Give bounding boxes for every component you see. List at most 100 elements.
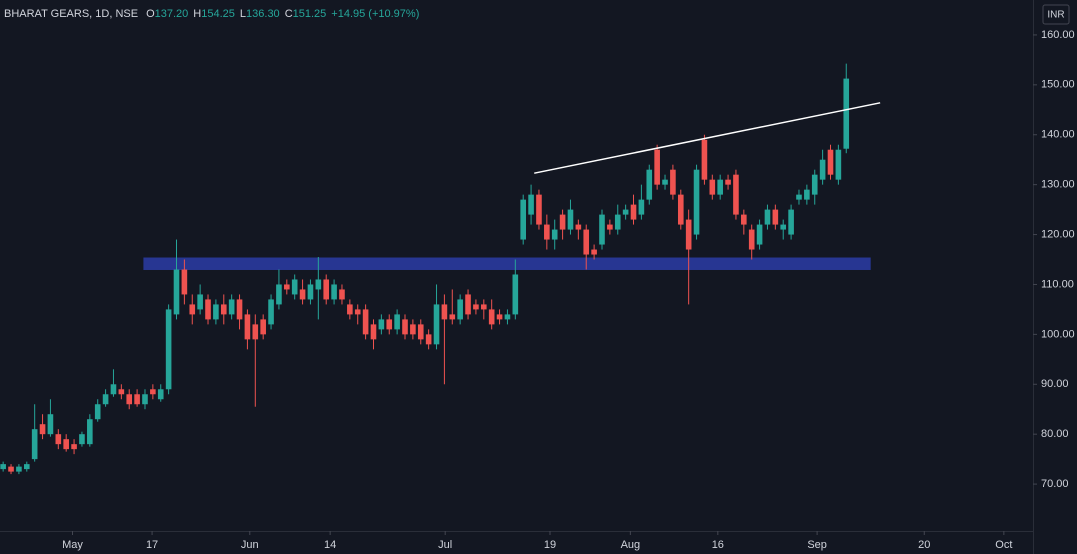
candle-body <box>126 394 133 405</box>
x-tick-label: 17 <box>146 539 158 551</box>
candle-body <box>205 299 211 320</box>
candle-body <box>662 179 668 185</box>
candle-body <box>118 389 125 395</box>
candle-body <box>252 324 259 340</box>
candle-body <box>244 314 251 340</box>
candle-body <box>260 319 266 335</box>
x-tick-label: Jul <box>438 539 452 551</box>
candle-body <box>291 279 298 295</box>
candle-body <box>394 314 400 330</box>
candle-body <box>473 304 479 310</box>
candle-body <box>725 179 731 185</box>
candle-body <box>512 274 519 315</box>
ohlc-value: 154.25 <box>201 8 235 20</box>
candle-body <box>536 194 542 225</box>
x-tick-label: 16 <box>712 539 724 551</box>
y-tick-label: 100.00 <box>1041 328 1075 340</box>
candle-body <box>709 179 716 195</box>
candle-body <box>110 384 117 395</box>
candle-body <box>520 199 526 240</box>
candle-body <box>307 284 314 300</box>
ohlc-label: C <box>285 8 293 20</box>
candle-body <box>788 209 794 235</box>
candle-body <box>796 194 802 200</box>
candle-body <box>354 309 361 315</box>
candle-body <box>236 299 243 320</box>
candle-body <box>410 324 416 335</box>
y-tick-label: 70.00 <box>1041 478 1069 490</box>
candle-body <box>102 394 109 405</box>
candle-body <box>189 304 196 315</box>
candle-body <box>646 169 653 200</box>
candle-body <box>63 439 69 450</box>
candle-body <box>362 309 369 335</box>
candle-body <box>811 174 818 195</box>
ohlc-value: 136.30 <box>246 8 280 20</box>
candle-body <box>607 224 613 230</box>
candle-body <box>583 229 590 255</box>
candle-body <box>677 194 684 225</box>
x-tick-label: 14 <box>324 539 336 551</box>
candle-body <box>599 214 605 245</box>
ohlc-value: 151.25 <box>293 8 327 20</box>
candle-body <box>780 224 787 230</box>
candle-body <box>433 304 440 345</box>
candle-body <box>228 299 235 315</box>
candle-body <box>39 424 46 435</box>
x-tick-label: Oct <box>995 539 1012 551</box>
x-tick-label: 19 <box>544 539 556 551</box>
y-tick-label: 130.00 <box>1041 179 1075 191</box>
candle-body <box>654 149 660 185</box>
candle-body <box>843 78 850 149</box>
candle-body <box>638 199 645 215</box>
y-tick-label: 90.00 <box>1041 378 1069 390</box>
candle-body <box>165 309 172 390</box>
candle-body <box>276 284 282 305</box>
candle-body <box>16 466 22 472</box>
candle-body <box>544 224 550 240</box>
y-tick-label: 80.00 <box>1041 428 1069 440</box>
support-zone <box>143 257 871 270</box>
title: BHARAT GEARS, 1D, NSE <box>4 8 138 20</box>
candle-body <box>670 169 676 195</box>
candle-body <box>79 434 85 445</box>
candle-body <box>331 284 337 300</box>
candle-body <box>323 279 330 300</box>
y-tick-label: 150.00 <box>1041 79 1075 91</box>
candle-body <box>197 294 203 310</box>
candle-body <box>622 209 629 215</box>
candle-body <box>417 324 424 340</box>
candle-body <box>488 309 495 325</box>
ohlc-label: L <box>240 8 246 20</box>
x-tick-label: Jun <box>241 539 259 551</box>
legend-header: BHARAT GEARS, 1D, NSE O137.20 H154.25 L136.… <box>4 8 419 20</box>
y-tick-label: 160.00 <box>1041 29 1075 41</box>
candle-body <box>591 249 597 255</box>
candle-body <box>717 179 723 195</box>
candle-body <box>87 419 93 445</box>
candle-body <box>55 434 62 445</box>
candle-body <box>284 284 290 290</box>
candle-body <box>8 466 14 472</box>
candle-body <box>504 314 511 320</box>
candle-body <box>804 189 810 200</box>
candle-body <box>835 149 842 180</box>
candle-body <box>173 269 180 315</box>
candle-body <box>268 299 274 325</box>
candle-body <box>339 289 345 300</box>
candle-body <box>220 304 227 315</box>
candle-body <box>378 319 385 330</box>
x-tick-label: May <box>62 539 83 551</box>
candle-body <box>764 209 771 225</box>
candle-body <box>701 139 708 180</box>
candle-body <box>449 314 456 320</box>
candle-body <box>827 149 834 175</box>
x-tick-label: Aug <box>621 539 641 551</box>
y-tick-label: 110.00 <box>1041 278 1074 290</box>
candle-body <box>772 209 779 225</box>
candle-body <box>630 204 637 220</box>
candle-body <box>157 389 164 400</box>
candle-body <box>551 229 558 240</box>
candle-body <box>142 394 148 405</box>
